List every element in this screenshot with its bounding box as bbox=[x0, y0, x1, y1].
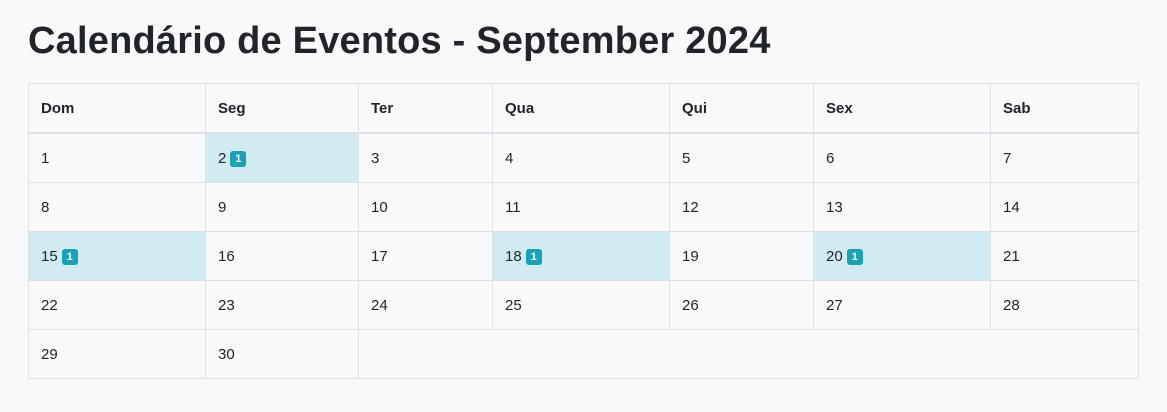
day-cell[interactable]: 19 bbox=[669, 231, 814, 281]
day-cell[interactable]: 1 bbox=[28, 132, 206, 183]
day-cell-with-event[interactable]: 20 1 bbox=[813, 231, 991, 281]
day-cell[interactable]: 23 bbox=[205, 280, 359, 330]
day-number: 18 bbox=[505, 247, 522, 265]
day-cell[interactable]: 26 bbox=[669, 280, 814, 330]
day-number: 7 bbox=[1003, 149, 1012, 167]
day-number: 15 bbox=[41, 247, 58, 265]
day-cell[interactable]: 6 bbox=[813, 132, 991, 183]
day-number: 24 bbox=[371, 296, 388, 314]
weekday-header: Dom bbox=[28, 83, 206, 134]
day-cell[interactable]: 21 bbox=[990, 231, 1139, 281]
event-count-badge: 1 bbox=[230, 150, 247, 167]
weekday-header-row: Dom Seg Ter Qua Qui Sex Sab bbox=[28, 83, 1139, 134]
day-cell[interactable]: 28 bbox=[990, 280, 1139, 330]
day-cell[interactable]: 17 bbox=[358, 231, 493, 281]
day-number: 17 bbox=[371, 247, 388, 265]
day-number: 8 bbox=[41, 198, 50, 216]
day-number: 4 bbox=[505, 149, 514, 167]
empty-cell bbox=[358, 329, 1139, 379]
day-number: 26 bbox=[682, 296, 699, 314]
page-title: Calendário de Eventos - September 2024 bbox=[28, 20, 771, 62]
day-cell[interactable]: 7 bbox=[990, 132, 1139, 183]
weekday-header: Sex bbox=[813, 83, 991, 134]
day-cell[interactable]: 11 bbox=[492, 182, 670, 232]
day-number: 14 bbox=[1003, 198, 1020, 216]
day-cell[interactable]: 29 bbox=[28, 329, 206, 379]
day-cell[interactable]: 16 bbox=[205, 231, 359, 281]
day-cell[interactable]: 30 bbox=[205, 329, 359, 379]
day-cell[interactable]: 4 bbox=[492, 132, 670, 183]
day-cell[interactable]: 24 bbox=[358, 280, 493, 330]
day-cell[interactable]: 27 bbox=[813, 280, 991, 330]
event-count-badge: 1 bbox=[525, 248, 542, 265]
day-cell-with-event[interactable]: 18 1 bbox=[492, 231, 670, 281]
event-count-badge: 1 bbox=[61, 248, 78, 265]
day-number: 10 bbox=[371, 198, 388, 216]
day-cell[interactable]: 25 bbox=[492, 280, 670, 330]
weekday-header: Seg bbox=[205, 83, 359, 134]
day-number: 3 bbox=[371, 149, 380, 167]
weekday-header: Qui bbox=[669, 83, 814, 134]
day-number: 1 bbox=[41, 149, 50, 167]
day-cell[interactable]: 5 bbox=[669, 132, 814, 183]
day-cell[interactable]: 3 bbox=[358, 132, 493, 183]
day-number: 16 bbox=[218, 247, 235, 265]
calendar-week-row: 22 23 24 25 26 27 28 bbox=[28, 280, 1139, 330]
weekday-header: Ter bbox=[358, 83, 493, 134]
day-cell[interactable]: 10 bbox=[358, 182, 493, 232]
page-container: Calendário de Eventos - September 2024 D… bbox=[28, 0, 1139, 379]
day-cell[interactable]: 12 bbox=[669, 182, 814, 232]
weekday-header: Qua bbox=[492, 83, 670, 134]
day-number: 23 bbox=[218, 296, 235, 314]
day-number: 13 bbox=[826, 198, 843, 216]
day-cell[interactable]: 8 bbox=[28, 182, 206, 232]
day-number: 2 bbox=[218, 149, 227, 167]
day-cell[interactable]: 13 bbox=[813, 182, 991, 232]
day-number: 25 bbox=[505, 296, 522, 314]
day-cell[interactable]: 14 bbox=[990, 182, 1139, 232]
day-number: 5 bbox=[682, 149, 691, 167]
day-number: 21 bbox=[1003, 247, 1020, 265]
weekday-header: Sab bbox=[990, 83, 1139, 134]
calendar-week-row: 29 30 bbox=[28, 329, 1139, 379]
day-number: 22 bbox=[41, 296, 58, 314]
day-cell[interactable]: 9 bbox=[205, 182, 359, 232]
calendar-week-row: 8 9 10 11 12 13 14 bbox=[28, 182, 1139, 232]
day-number: 19 bbox=[682, 247, 699, 265]
day-number: 6 bbox=[826, 149, 835, 167]
day-cell[interactable]: 22 bbox=[28, 280, 206, 330]
day-number: 20 bbox=[826, 247, 843, 265]
day-cell-with-event[interactable]: 15 1 bbox=[28, 231, 206, 281]
day-number: 29 bbox=[41, 345, 58, 363]
day-number: 27 bbox=[826, 296, 843, 314]
calendar-week-row: 15 1 16 17 18 1 19 20 1 21 bbox=[28, 231, 1139, 281]
day-number: 12 bbox=[682, 198, 699, 216]
day-number: 9 bbox=[218, 198, 227, 216]
event-count-badge: 1 bbox=[846, 248, 863, 265]
day-number: 11 bbox=[505, 198, 521, 216]
day-number: 28 bbox=[1003, 296, 1020, 314]
day-number: 30 bbox=[218, 345, 235, 363]
